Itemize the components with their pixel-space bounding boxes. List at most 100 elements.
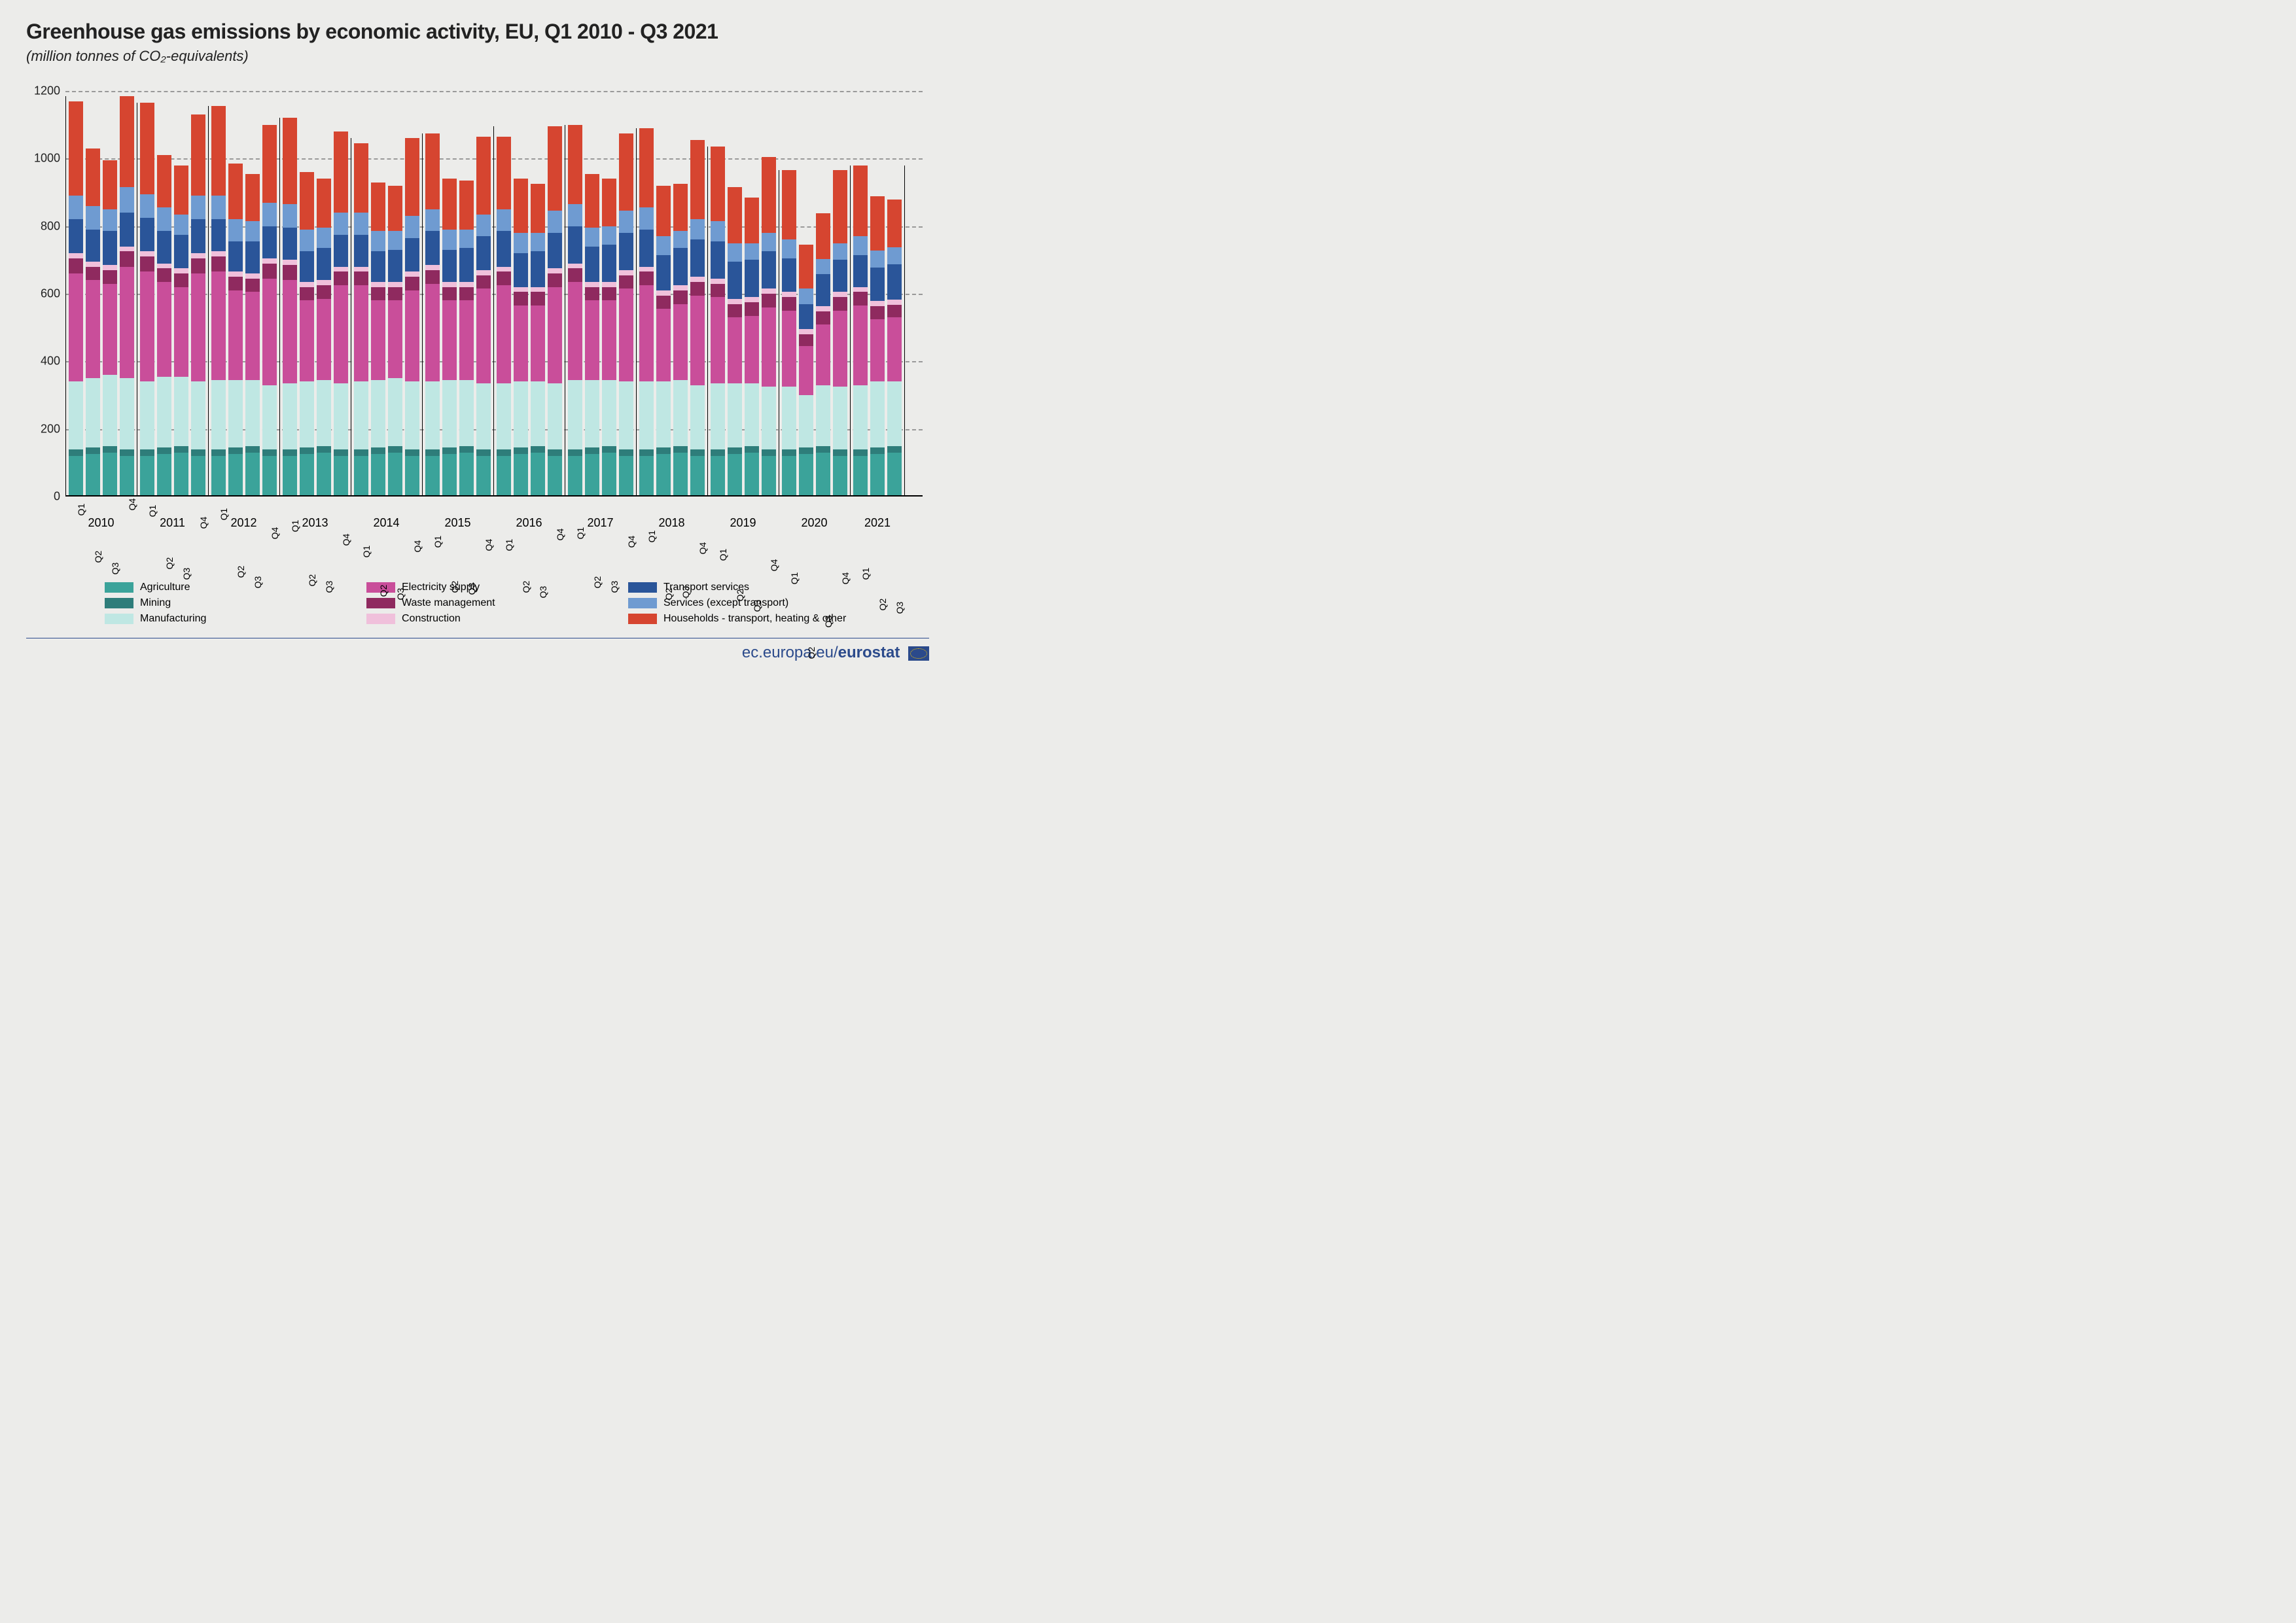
- quarter-label: Q4: [769, 559, 779, 571]
- bar-segment-electricity: [711, 297, 725, 383]
- bar-segment-manufacturing: [816, 385, 830, 446]
- bar-segment-waste: [568, 268, 582, 282]
- bar-segment-services: [476, 215, 491, 237]
- bar-segment-transport: [103, 231, 117, 265]
- bar-segment-construction: [388, 282, 402, 287]
- bar-segment-transport: [157, 231, 171, 263]
- bar-segment-transport: [354, 235, 368, 267]
- bar-segment-electricity: [639, 285, 654, 381]
- bar-segment-households: [782, 170, 796, 239]
- bar-segment-construction: [283, 260, 297, 265]
- bar-segment-agriculture: [711, 456, 725, 497]
- bar-segment-manufacturing: [639, 381, 654, 449]
- footer: ec.europa.eu/eurostat: [26, 638, 929, 662]
- bar-segment-households: [245, 174, 260, 221]
- quarter-label: Q4: [626, 535, 637, 548]
- stacked-bar: Q4: [405, 138, 419, 497]
- year-label: 2018: [636, 516, 707, 530]
- bar-segment-construction: [334, 267, 348, 272]
- stacked-bar: Q4: [690, 140, 705, 497]
- bar-segment-services: [371, 231, 385, 251]
- bar-segment-manufacturing: [334, 383, 348, 449]
- bar-segment-households: [585, 174, 599, 228]
- bar-segment-transport: [602, 245, 616, 282]
- legend-item: Construction: [366, 613, 615, 625]
- quarter-label: Q2: [450, 581, 460, 593]
- legend-item: Manufacturing: [105, 613, 353, 625]
- bar-segment-mining: [405, 449, 419, 456]
- bar-segment-electricity: [745, 316, 759, 383]
- bar-segment-agriculture: [69, 456, 83, 497]
- y-tick-label: 1200: [27, 84, 60, 98]
- bar-segment-services: [870, 251, 885, 268]
- bar-segment-households: [283, 118, 297, 204]
- bar-segment-mining: [816, 446, 830, 453]
- bar-segment-agriculture: [833, 456, 847, 497]
- bar-segment-electricity: [245, 292, 260, 379]
- bar-segment-households: [317, 179, 331, 228]
- chart-subtitle: (million tonnes of CO₂-equivalents): [26, 48, 929, 65]
- bar-segment-mining: [69, 449, 83, 456]
- bar-segment-agriculture: [371, 454, 385, 497]
- bar-segment-mining: [140, 449, 154, 456]
- bar-segment-households: [673, 184, 688, 231]
- stacked-bar: Q2: [728, 187, 742, 497]
- x-axis-labels: 2010201120122013201420152016201720182019…: [65, 497, 923, 536]
- bar-segment-waste: [639, 271, 654, 285]
- bar-segment-waste: [711, 284, 725, 298]
- stacked-bar: Q3: [673, 184, 688, 497]
- bar-segment-services: [853, 236, 868, 254]
- quarter-label: Q3: [324, 581, 334, 593]
- year-group: Q1Q2Q3Q4: [493, 126, 565, 497]
- bar-segment-waste: [317, 285, 331, 299]
- stacked-bar: Q4: [619, 133, 633, 497]
- bar-segment-construction: [782, 292, 796, 297]
- bar-segment-households: [388, 186, 402, 232]
- bar-segment-manufacturing: [833, 387, 847, 449]
- quarter-label: Q2: [236, 566, 246, 578]
- bar-segment-services: [639, 207, 654, 230]
- bar-segment-agriculture: [211, 456, 226, 497]
- stacked-bar: Q4: [262, 125, 277, 497]
- bar-segment-construction: [514, 287, 528, 292]
- year-group: Q1Q2Q3Q4: [137, 103, 208, 497]
- bar-segment-construction: [870, 301, 885, 306]
- bar-segment-agriculture: [425, 456, 440, 497]
- bar-segment-waste: [283, 265, 297, 280]
- bar-segment-construction: [476, 270, 491, 275]
- bar-segment-waste: [585, 287, 599, 301]
- quarter-label: Q2: [877, 599, 888, 611]
- bar-segment-services: [459, 230, 474, 248]
- y-tick-label: 200: [27, 422, 60, 436]
- bar-segment-households: [262, 125, 277, 203]
- bar-segment-electricity: [69, 273, 83, 381]
- bar-segment-agriculture: [442, 454, 457, 497]
- quarter-label: Q2: [663, 587, 674, 600]
- bar-segment-households: [745, 198, 759, 243]
- bar-segment-transport: [619, 233, 633, 270]
- bar-segment-construction: [103, 265, 117, 270]
- stacked-bar: Q4: [833, 170, 847, 497]
- bar-segment-electricity: [870, 319, 885, 382]
- bar-segment-services: [283, 204, 297, 228]
- quarter-label: Q2: [93, 551, 103, 563]
- bar-segment-agriculture: [405, 456, 419, 497]
- bar-segment-manufacturing: [442, 380, 457, 447]
- bar-segment-manufacturing: [103, 375, 117, 446]
- bar-segment-electricity: [120, 267, 134, 379]
- year-group: Q1Q2Q3Q4: [707, 147, 779, 497]
- bar-segment-electricity: [262, 279, 277, 385]
- bar-segment-agriculture: [673, 453, 688, 497]
- bar-segment-construction: [816, 306, 830, 311]
- bar-segment-waste: [103, 270, 117, 284]
- bar-segment-agriculture: [497, 456, 511, 497]
- bar-segment-electricity: [833, 311, 847, 387]
- bar-segment-households: [711, 147, 725, 221]
- stacked-bar: Q2: [86, 148, 100, 497]
- bar-segment-mining: [745, 446, 759, 453]
- bar-segment-construction: [69, 253, 83, 258]
- bar-segment-construction: [887, 300, 902, 305]
- bar-segment-transport: [442, 250, 457, 282]
- bar-segment-mining: [497, 449, 511, 456]
- bar-segment-agriculture: [887, 453, 902, 497]
